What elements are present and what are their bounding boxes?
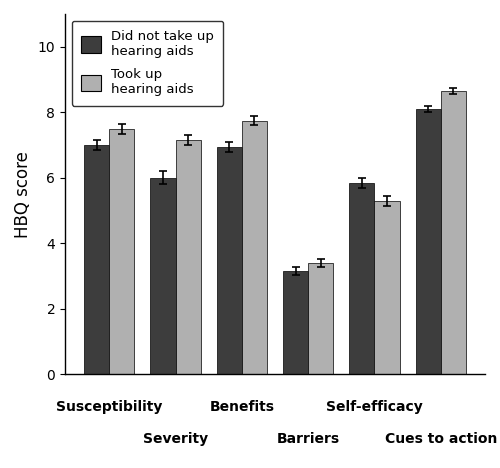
Legend: Did not take up
hearing aids, Took up
hearing aids: Did not take up hearing aids, Took up he… [72, 21, 224, 106]
Bar [110, 129, 134, 374]
Bar [216, 146, 242, 374]
Bar [283, 271, 308, 374]
Text: Barriers: Barriers [276, 432, 340, 446]
Text: Susceptibility: Susceptibility [56, 400, 162, 414]
Bar [440, 91, 466, 374]
Bar [176, 140, 201, 374]
Bar [349, 183, 374, 374]
Bar [150, 178, 176, 374]
Bar [242, 120, 267, 374]
Text: Severity: Severity [143, 432, 208, 446]
Bar [416, 109, 440, 374]
Text: Self-efficacy: Self-efficacy [326, 400, 423, 414]
Bar [84, 145, 110, 374]
Text: Cues to action: Cues to action [384, 432, 497, 446]
Y-axis label: HBQ score: HBQ score [14, 151, 32, 238]
Bar [308, 263, 334, 374]
Bar [374, 201, 400, 374]
Text: Benefits: Benefits [210, 400, 274, 414]
